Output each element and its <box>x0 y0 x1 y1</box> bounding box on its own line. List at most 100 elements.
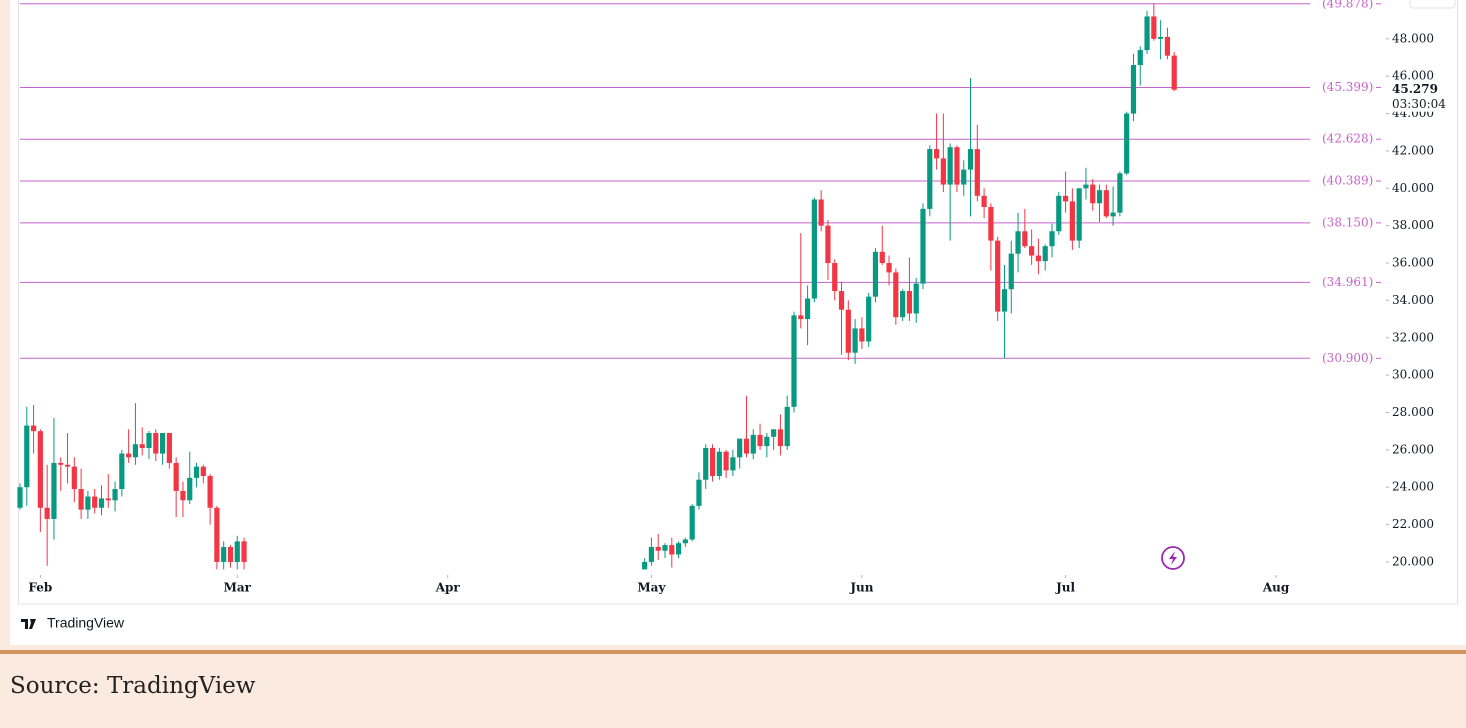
candle-body <box>105 498 111 501</box>
candle-body <box>866 296 872 342</box>
candle-body <box>682 539 688 544</box>
alert-icon[interactable] <box>1161 546 1185 570</box>
candle <box>900 289 906 321</box>
candle <box>17 483 23 510</box>
candle-body <box>1110 212 1116 217</box>
candle-body <box>872 251 879 297</box>
candle <box>1049 223 1055 258</box>
x-tick-label: Apr <box>435 581 461 595</box>
candle <box>737 438 743 469</box>
candle-body <box>78 489 84 510</box>
candle-body <box>825 225 831 264</box>
candle <box>655 533 661 561</box>
candle <box>764 433 770 458</box>
candle <box>757 423 763 450</box>
candle-body <box>662 545 668 551</box>
y-tick-label: 26.000 <box>1392 442 1434 456</box>
candle-body <box>900 291 906 318</box>
plot-frame <box>18 0 1458 605</box>
candle-body <box>166 433 172 463</box>
candle-body <box>852 328 858 353</box>
candle <box>105 474 111 508</box>
candle-body <box>730 457 736 471</box>
candle <box>119 449 125 497</box>
candle-body <box>24 425 30 488</box>
candle-body <box>1164 36 1171 56</box>
candle-body <box>784 406 790 447</box>
candle <box>832 259 838 301</box>
candle <box>1076 188 1082 249</box>
candle <box>669 537 675 568</box>
x-tick-label: Aug <box>1262 581 1290 595</box>
candle <box>64 433 71 484</box>
candle-body <box>64 464 71 467</box>
candle <box>961 160 967 196</box>
candle <box>1008 240 1014 314</box>
candle <box>166 433 172 469</box>
candle <box>1001 264 1008 359</box>
candle-body <box>750 434 756 454</box>
candle-body <box>954 147 960 185</box>
candle <box>879 225 885 265</box>
candle <box>1158 20 1164 60</box>
candle <box>214 505 220 570</box>
y-tick-label: 36.000 <box>1392 256 1434 270</box>
candle-body <box>1158 36 1164 39</box>
candle <box>662 543 668 559</box>
candle <box>696 472 702 510</box>
candle-body <box>1124 113 1130 174</box>
candle-body <box>1008 253 1014 290</box>
candle-body <box>804 298 811 320</box>
candle-body <box>771 429 777 437</box>
y-tick-label: 24.000 <box>1392 480 1434 494</box>
candle-body <box>1090 184 1096 204</box>
divider <box>0 650 1466 654</box>
level-label: (30.900) <box>1322 351 1373 365</box>
candle <box>777 414 784 456</box>
candle <box>1096 184 1103 222</box>
candle <box>173 457 179 518</box>
candle-body <box>51 462 57 519</box>
candle <box>44 464 50 566</box>
candle-body <box>214 507 220 562</box>
x-tick-label: Jun <box>849 581 873 595</box>
candle <box>37 429 43 533</box>
candle <box>132 403 139 465</box>
candle <box>730 449 736 476</box>
candle-body <box>981 195 987 207</box>
candle-body <box>98 498 105 508</box>
source: Source: TradingView <box>10 673 256 699</box>
candle <box>906 257 913 321</box>
level-label: (34.961) <box>1322 275 1373 289</box>
candle-body <box>1042 246 1048 262</box>
y-tick-label: 22.000 <box>1392 517 1434 531</box>
countdown: 03:30:04 <box>1392 97 1446 111</box>
y-tick-label: 40.000 <box>1392 181 1434 195</box>
candle-body <box>1049 231 1055 247</box>
candle <box>974 124 980 202</box>
candle-body <box>743 438 750 454</box>
candle <box>927 145 933 217</box>
candle <box>771 429 777 450</box>
level-label: (45.399) <box>1322 80 1373 94</box>
candle-body <box>967 149 974 170</box>
candle <box>1069 188 1075 250</box>
candle-body <box>1096 190 1103 204</box>
candle <box>920 203 926 290</box>
candle <box>1022 208 1028 249</box>
candle-body <box>1117 173 1123 213</box>
candle-body <box>1130 65 1137 114</box>
candle <box>227 545 234 568</box>
candle-body <box>933 149 940 159</box>
candle-body <box>139 444 145 448</box>
candle-body <box>927 149 933 209</box>
candle <box>818 190 824 232</box>
candle-body <box>71 466 77 490</box>
candle-body <box>85 496 91 510</box>
candle <box>1042 244 1048 271</box>
y-tick-label: 28.000 <box>1392 405 1434 419</box>
candle-body <box>845 309 851 353</box>
candle-body <box>811 199 817 299</box>
candle-body <box>1062 195 1069 202</box>
scale-button[interactable] <box>1409 0 1456 9</box>
